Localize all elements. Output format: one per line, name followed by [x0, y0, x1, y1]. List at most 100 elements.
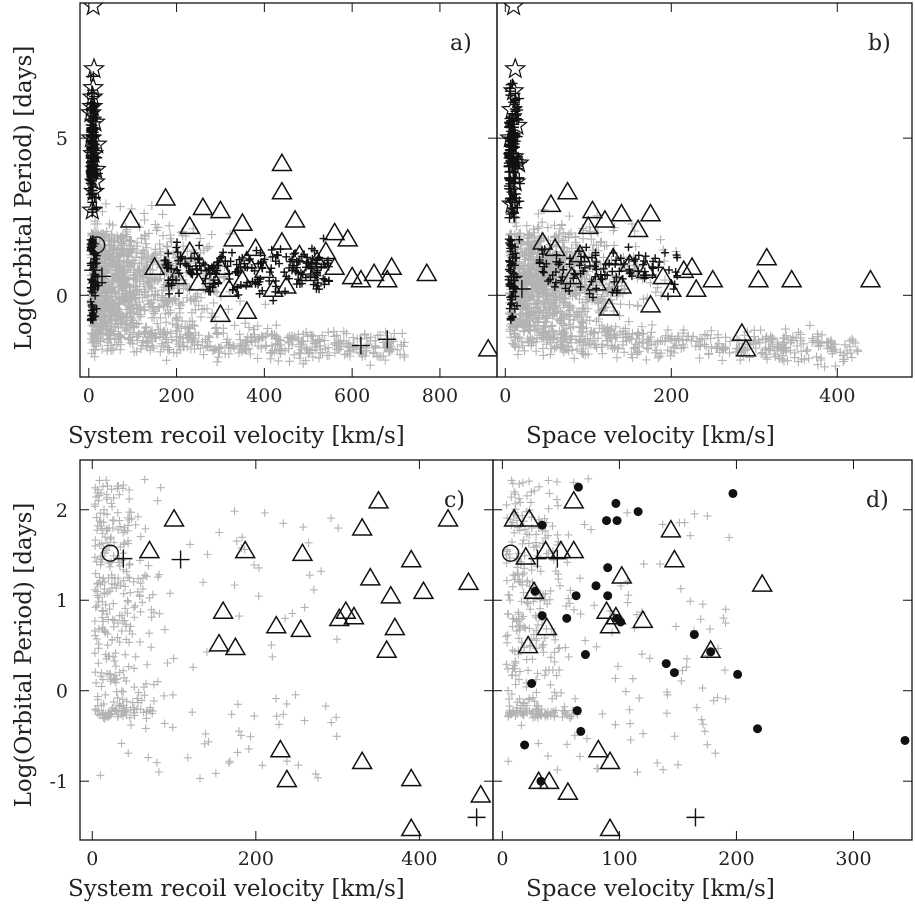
background-point — [165, 230, 175, 240]
filled-dot-point — [580, 650, 590, 660]
background-point — [186, 540, 195, 549]
cross-point — [504, 267, 523, 286]
background-point — [131, 601, 140, 610]
background-point — [371, 343, 381, 353]
triangle-point — [610, 565, 633, 584]
background-point — [638, 294, 648, 304]
background-point — [721, 344, 731, 354]
background-point — [91, 320, 101, 330]
background-point — [816, 353, 826, 363]
background-point — [548, 311, 558, 321]
background-point — [511, 671, 520, 680]
background-point — [553, 765, 562, 774]
background-point — [99, 253, 109, 263]
background-point — [233, 748, 242, 757]
filled-dot-point — [527, 678, 537, 688]
background-point — [591, 316, 601, 326]
background-point — [152, 758, 161, 767]
x-tick-label: 0 — [499, 385, 511, 407]
triangle-point — [269, 739, 292, 758]
background-point — [332, 732, 341, 741]
background-point — [524, 276, 534, 286]
panel-a-frame — [79, 2, 498, 378]
triangle-point — [323, 221, 346, 241]
background-point — [626, 735, 635, 744]
background-point — [569, 478, 578, 487]
triangle-point — [731, 322, 753, 341]
background-point — [92, 634, 101, 643]
background-point — [381, 327, 391, 337]
background-point — [123, 312, 133, 322]
background-point — [96, 771, 105, 780]
triangle-point — [527, 770, 550, 790]
star-point — [502, 3, 525, 16]
background-point — [117, 611, 126, 620]
background-point — [93, 526, 102, 535]
background-point — [93, 587, 102, 596]
background-point — [612, 353, 622, 363]
background-point — [613, 662, 622, 671]
triangle-point — [138, 539, 161, 559]
background-point — [232, 537, 241, 546]
background-point — [567, 712, 576, 721]
background-point — [632, 610, 641, 619]
triangle-point — [209, 256, 232, 275]
dense-band-point — [538, 267, 547, 276]
background-point — [624, 333, 634, 343]
background-point — [105, 670, 114, 679]
background-point — [117, 739, 126, 748]
background-point — [99, 607, 108, 616]
triangle-point — [523, 580, 545, 600]
black-cluster-point — [512, 273, 521, 282]
background-point — [840, 340, 850, 350]
background-point — [119, 589, 128, 598]
background-point — [162, 355, 172, 365]
star-point — [80, 126, 103, 148]
background-point — [525, 477, 534, 486]
background-point — [128, 255, 138, 265]
dense-band-point — [320, 275, 329, 284]
background-point — [97, 682, 106, 691]
background-point — [132, 241, 142, 251]
black-cluster-point — [88, 288, 97, 297]
background-point — [110, 538, 119, 547]
background-point — [380, 355, 390, 365]
background-point — [113, 508, 122, 517]
background-point — [120, 326, 130, 336]
background-point — [128, 698, 137, 707]
background-point — [349, 340, 359, 350]
background-point — [536, 567, 545, 576]
background-point — [604, 326, 614, 336]
background-point — [624, 317, 634, 327]
background-point — [673, 331, 683, 341]
background-point — [107, 570, 116, 579]
background-point — [507, 689, 516, 698]
background-point — [721, 694, 730, 703]
background-point — [123, 609, 132, 618]
y-tick-label: 0 — [56, 681, 68, 703]
background-point — [314, 353, 324, 363]
background-point — [314, 334, 324, 344]
background-point — [525, 530, 534, 539]
background-point — [330, 339, 340, 349]
background-point — [113, 693, 122, 702]
background-point — [190, 328, 200, 338]
panel-d-label: d) — [866, 488, 889, 513]
triangle-point — [416, 262, 438, 282]
background-point — [533, 209, 543, 219]
background-point — [103, 297, 113, 307]
background-point — [121, 582, 130, 591]
background-point — [610, 342, 620, 352]
y-axis-label-bottom: Log(Orbital Period) [days] — [11, 503, 37, 808]
dense-band-point — [226, 257, 235, 266]
background-point — [540, 634, 549, 643]
background-point — [538, 328, 548, 338]
background-point — [96, 560, 105, 569]
background-point — [599, 252, 609, 262]
background-point — [569, 353, 579, 363]
background-point — [550, 648, 559, 657]
background-point — [547, 344, 557, 354]
filled-dot-point — [537, 520, 547, 530]
background-point — [348, 332, 358, 342]
background-point — [534, 739, 543, 748]
